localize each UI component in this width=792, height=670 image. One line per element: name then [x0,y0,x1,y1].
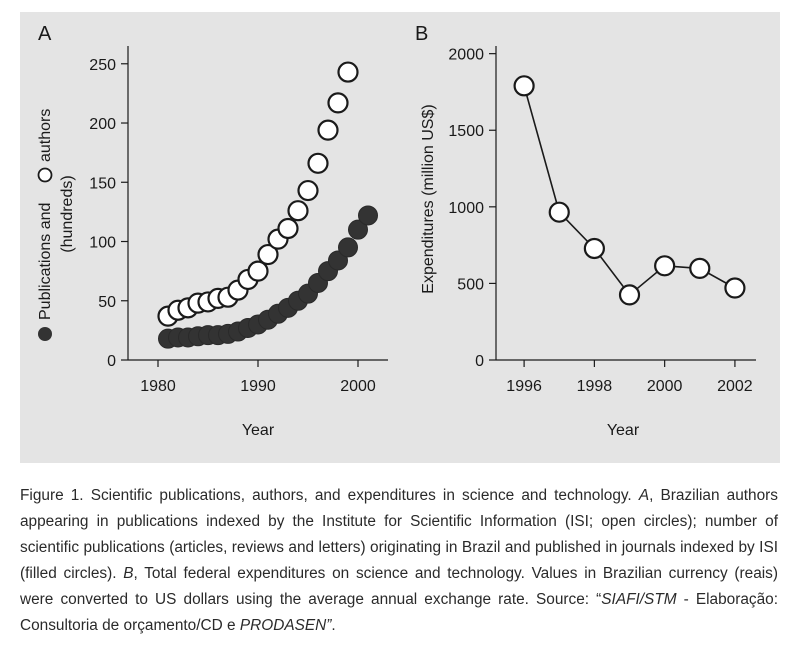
open-circle-point [277,217,299,240]
panel-b-x-tick-label: 1996 [506,378,542,395]
figure-svg: A Publications and authors (hundreds) Ye… [37,23,756,439]
panel-a-xlabel: Year [242,422,275,439]
panel-b-data-point [654,255,676,277]
panel-b-y-tick-label: 500 [457,276,484,293]
open-circle-point [307,152,329,174]
caption-segment: PRODASEN” [239,617,332,634]
panel-b-x-tick-label: 2002 [717,378,753,395]
open-circle-point [337,61,359,83]
panel-b-letter: B [415,23,428,45]
panel-b-xlabel: Year [607,422,640,439]
open-circle-point [287,200,309,222]
panel-b-data-point [548,201,570,223]
caption-segment: . [331,617,336,634]
panel-b-x-tick-label: 1998 [577,378,613,395]
filled-circle-legend-marker [38,327,52,341]
panel-a-y-tick-label: 0 [107,353,116,370]
panel-b-y-tick-label: 0 [475,353,484,370]
caption-segment: SIAFI/STM [601,591,677,608]
caption-segment: , Total federal expenditures on science … [20,565,779,608]
panel-b-y-tick-label: 2000 [448,47,484,64]
caption-segment: B [123,565,134,582]
open-circle-point [247,260,269,282]
panel-a: A Publications and authors (hundreds) Ye… [37,23,388,439]
panel-a-x-tick-label: 1980 [140,378,176,395]
caption-segment: Figure 1. Scientific publications, autho… [20,487,639,504]
panel-a-x-tick-label: 2000 [340,378,376,395]
panel-a-x-tick-label: 1990 [240,378,276,395]
panel-b-data-point [724,277,746,299]
panel-b-y-tick-label: 1000 [448,200,484,217]
open-circle-point [297,179,319,202]
panel-a-y-tick-label: 100 [89,235,116,252]
figure-panel: A Publications and authors (hundreds) Ye… [20,12,780,463]
panel-b-data-point [618,284,641,306]
panel-b-data-point [513,75,535,97]
panel-a-ylabel-part-3: (hundreds) [59,175,76,252]
panel-a-ylabel: Publications and authors (hundreds) [37,109,76,341]
panel-b-data-point [689,257,711,280]
filled-circle-point [358,205,378,226]
panel-a-ylabel-part-2: authors [37,109,54,162]
panel-a-ylabel-part-1: Publications and [37,203,54,320]
panel-a-y-tick-label: 250 [89,57,116,74]
panel-a-y-tick-label: 150 [89,175,116,192]
caption-segment: A [638,487,650,504]
filled-circle-point [338,237,358,258]
figure-caption: Figure 1. Scientific publications, autho… [20,483,778,639]
filled-circle-point [348,219,368,240]
panel-a-y-tick-label: 50 [98,294,116,311]
panel-a-y-tick-label: 200 [89,116,116,133]
panel-b-y-tick-label: 1500 [448,123,484,140]
open-circle-point [257,243,279,266]
caption-segment: , Brazilian authors appearing in publica… [20,487,778,582]
panel-b-x-tick-label: 2000 [647,378,683,395]
panel-b-data-point [583,237,605,260]
open-circle-point [327,92,349,114]
panel-b-ylabel: Expenditures (million US$) [420,104,437,293]
caption-segment: - Elaboração: Consultoria de orçamento/C… [20,591,778,634]
open-circle-legend-marker [37,167,53,183]
open-circle-point [317,119,339,141]
panel-a-letter: A [38,23,52,45]
panel-b: B Expenditures (million US$) Year 0 500 10… [415,23,756,439]
